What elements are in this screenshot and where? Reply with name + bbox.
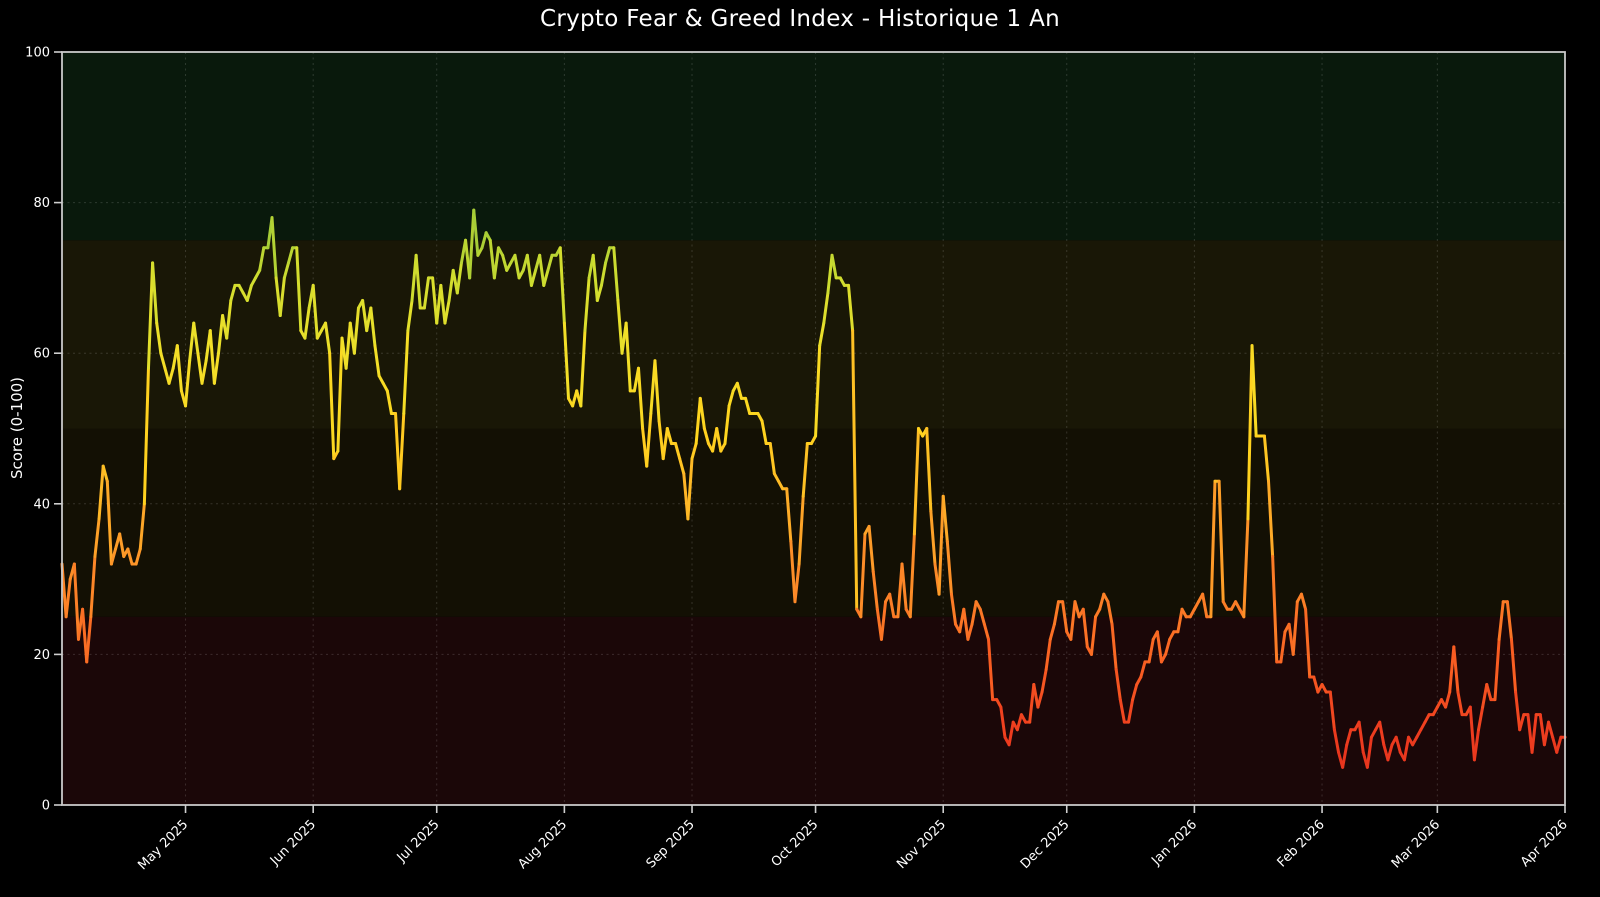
y-tick-label-100: 100 [25,46,50,61]
x-tick-label-5: Oct 2025 [769,817,822,870]
x-tick-label-6: Nov 2025 [894,817,949,872]
x-tick-label-11: Apr 2026 [1518,817,1571,870]
x-tick-label-10: Mar 2026 [1389,817,1443,871]
x-tick-label-0: May 2025 [135,817,191,873]
y-tick-label-60: 60 [33,347,50,362]
x-tick-label-4: Sep 2025 [644,817,698,871]
band-fear [62,428,1565,617]
x-tick-label-2: Jul 2025 [394,817,443,866]
x-tick-label-1: Jun 2025 [267,817,319,869]
y-tick-label-80: 80 [33,196,50,211]
x-tick-label-9: Feb 2026 [1275,817,1328,870]
band-extreme-greed [62,52,1565,241]
chart-title: Crypto Fear & Greed Index - Historique 1… [540,6,1060,32]
x-tick-label-7: Dec 2025 [1018,817,1073,872]
x-tick-label-8: Jan 2026 [1148,817,1200,869]
y-tick-label-0: 0 [42,799,50,814]
band-greed [62,240,1565,429]
y-tick-label-20: 20 [33,648,50,663]
y-tick-label-40: 40 [33,497,50,512]
plot-spines [61,51,1566,806]
x-tick-label-3: Aug 2025 [515,817,570,872]
series-fear-greed-index [60,208,1567,769]
band-extreme-fear [62,616,1565,805]
